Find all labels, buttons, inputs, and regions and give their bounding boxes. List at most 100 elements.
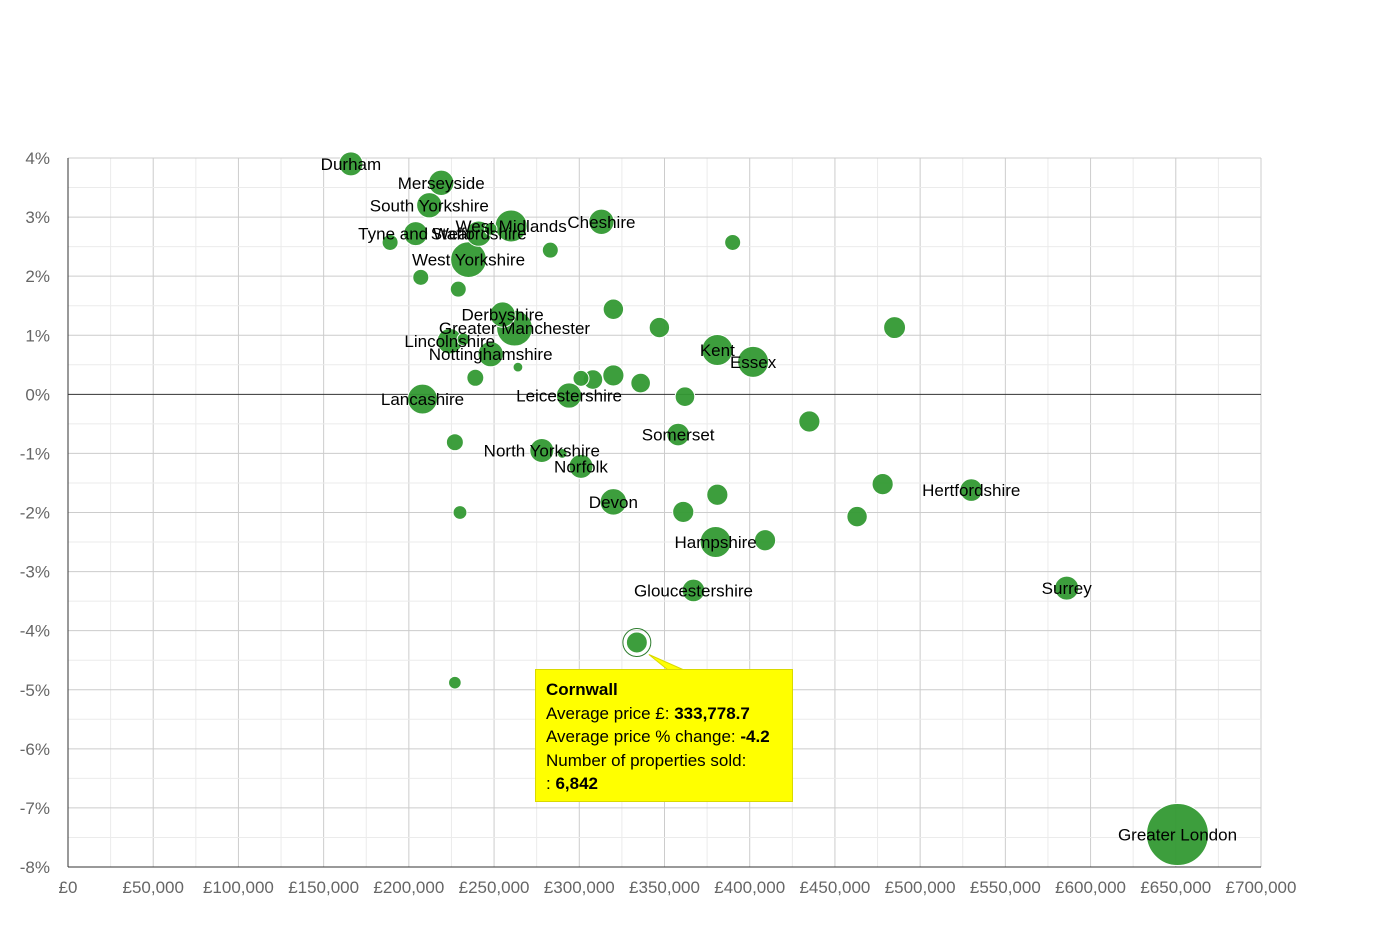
bubble <box>445 433 464 452</box>
bubble <box>798 410 821 433</box>
tooltip-sold-row: : 6,842 <box>546 772 782 796</box>
y-tick-label: -5% <box>20 681 50 700</box>
bubble-label: West Yorkshire <box>412 251 525 270</box>
bubble-label: Devon <box>589 493 638 512</box>
x-tick-label: £400,000 <box>714 878 785 897</box>
bubble-label: Gloucestershire <box>634 581 753 600</box>
bubble <box>672 500 695 523</box>
bubble-label: Merseyside <box>398 174 485 193</box>
x-tick-label: £350,000 <box>629 878 700 897</box>
bubble <box>448 675 462 690</box>
tooltip-pointer <box>648 654 685 671</box>
bubble <box>701 334 734 367</box>
bubble-label: Greater London <box>1118 826 1237 845</box>
bubble <box>412 268 430 286</box>
y-tick-label: 4% <box>25 149 50 168</box>
tooltip-sold-prefix: : <box>546 774 551 793</box>
bubble <box>648 316 671 339</box>
bubble <box>846 505 868 528</box>
bubble-highlight-ring <box>622 628 652 657</box>
bubble <box>699 526 732 559</box>
bubble <box>753 529 777 552</box>
bubble <box>883 316 907 340</box>
tooltip-price-row: Average price £: 333,778.7 <box>546 702 782 726</box>
y-tick-label: -2% <box>20 504 50 523</box>
bubble <box>477 341 504 368</box>
tooltip-sold-value: 6,842 <box>555 774 599 793</box>
bubble-label: Lincolnshire <box>404 332 495 351</box>
x-tick-label: £700,000 <box>1226 878 1297 897</box>
x-tick-label: £550,000 <box>970 878 1041 897</box>
bubble <box>556 448 568 459</box>
x-tick-label: £0 <box>59 878 78 897</box>
label-layer: Durham Merseyside South Yorkshire Tyne and … <box>321 155 1237 845</box>
bubble <box>737 345 770 378</box>
bubble-label: Cheshire <box>567 213 635 232</box>
bubble <box>681 578 706 603</box>
bubble <box>599 488 628 516</box>
bubble-label: Hertfordshire <box>922 481 1020 500</box>
tooltip-pointer-shape <box>648 654 685 671</box>
bubble <box>403 221 429 247</box>
bubble-label: Norfolk <box>554 457 608 476</box>
x-tick-label: £150,000 <box>288 878 359 897</box>
y-tick-label: 0% <box>25 385 50 404</box>
bubble <box>625 631 648 654</box>
x-tick-label: £300,000 <box>544 878 615 897</box>
bubble-label: Greater Manchester <box>439 319 591 338</box>
bubble <box>449 280 467 298</box>
bubble <box>1145 803 1209 867</box>
bubble-label: Hampshire <box>675 533 757 552</box>
tooltip-title: Cornwall <box>546 680 618 699</box>
bubble-label: Somerset <box>642 426 715 445</box>
bubble <box>381 233 399 251</box>
y-tick-label: 3% <box>25 208 50 227</box>
bubble-label: Durham <box>321 155 381 174</box>
bubble-label: Lancashire <box>381 390 464 409</box>
bubble <box>555 382 583 409</box>
bubble <box>959 478 984 502</box>
bubble <box>338 151 364 177</box>
bubble <box>706 483 729 506</box>
tooltip-change-value: -4.2 <box>740 727 770 746</box>
tooltip-change-row: Average price % change: -4.2 <box>546 725 782 749</box>
bubble-label: Kent <box>700 341 735 360</box>
bubble <box>452 505 468 520</box>
bubble <box>489 301 516 328</box>
bubble <box>541 241 559 259</box>
bubble-label: Surrey <box>1042 579 1093 598</box>
bubble <box>871 473 894 496</box>
bubble <box>630 372 651 394</box>
bubble-label: Leicestershire <box>516 387 622 406</box>
x-tick-label: £100,000 <box>203 878 274 897</box>
bubble-label: Nottinghamshire <box>429 345 553 364</box>
x-tick-label: £500,000 <box>885 878 956 897</box>
y-tick-label: -6% <box>20 740 50 759</box>
y-tick-label: -1% <box>20 444 50 463</box>
bubble-layer <box>338 151 1209 867</box>
bubble <box>529 437 555 463</box>
axis-layer: £0 £50,000 £100,000 £150,000 £200,000 £250,00… <box>20 149 1297 897</box>
bubble <box>674 386 696 407</box>
x-tick-label: £200,000 <box>373 878 444 897</box>
bubble <box>428 169 455 196</box>
bubble <box>568 453 594 479</box>
bubble-label: North Yorkshire <box>484 441 600 460</box>
y-tick-label: 2% <box>25 267 50 286</box>
bubble <box>407 383 438 415</box>
y-tick-label: 1% <box>25 326 50 345</box>
bubble <box>588 208 615 235</box>
y-tick-label: -4% <box>20 622 50 641</box>
bubble <box>602 364 625 387</box>
bubble-label: South Yorkshire <box>370 196 489 215</box>
bubble-label: Derbyshire <box>461 306 543 325</box>
bubble-label: West Midlands <box>456 217 567 236</box>
bubble <box>483 222 498 236</box>
tooltip-price-value: 333,778.7 <box>674 703 750 723</box>
bubble <box>456 332 471 347</box>
x-tick-label: £450,000 <box>799 878 870 897</box>
y-tick-label: -3% <box>20 563 50 582</box>
bubble <box>724 233 742 251</box>
tooltip-change-label: Average price % change: <box>546 727 736 746</box>
